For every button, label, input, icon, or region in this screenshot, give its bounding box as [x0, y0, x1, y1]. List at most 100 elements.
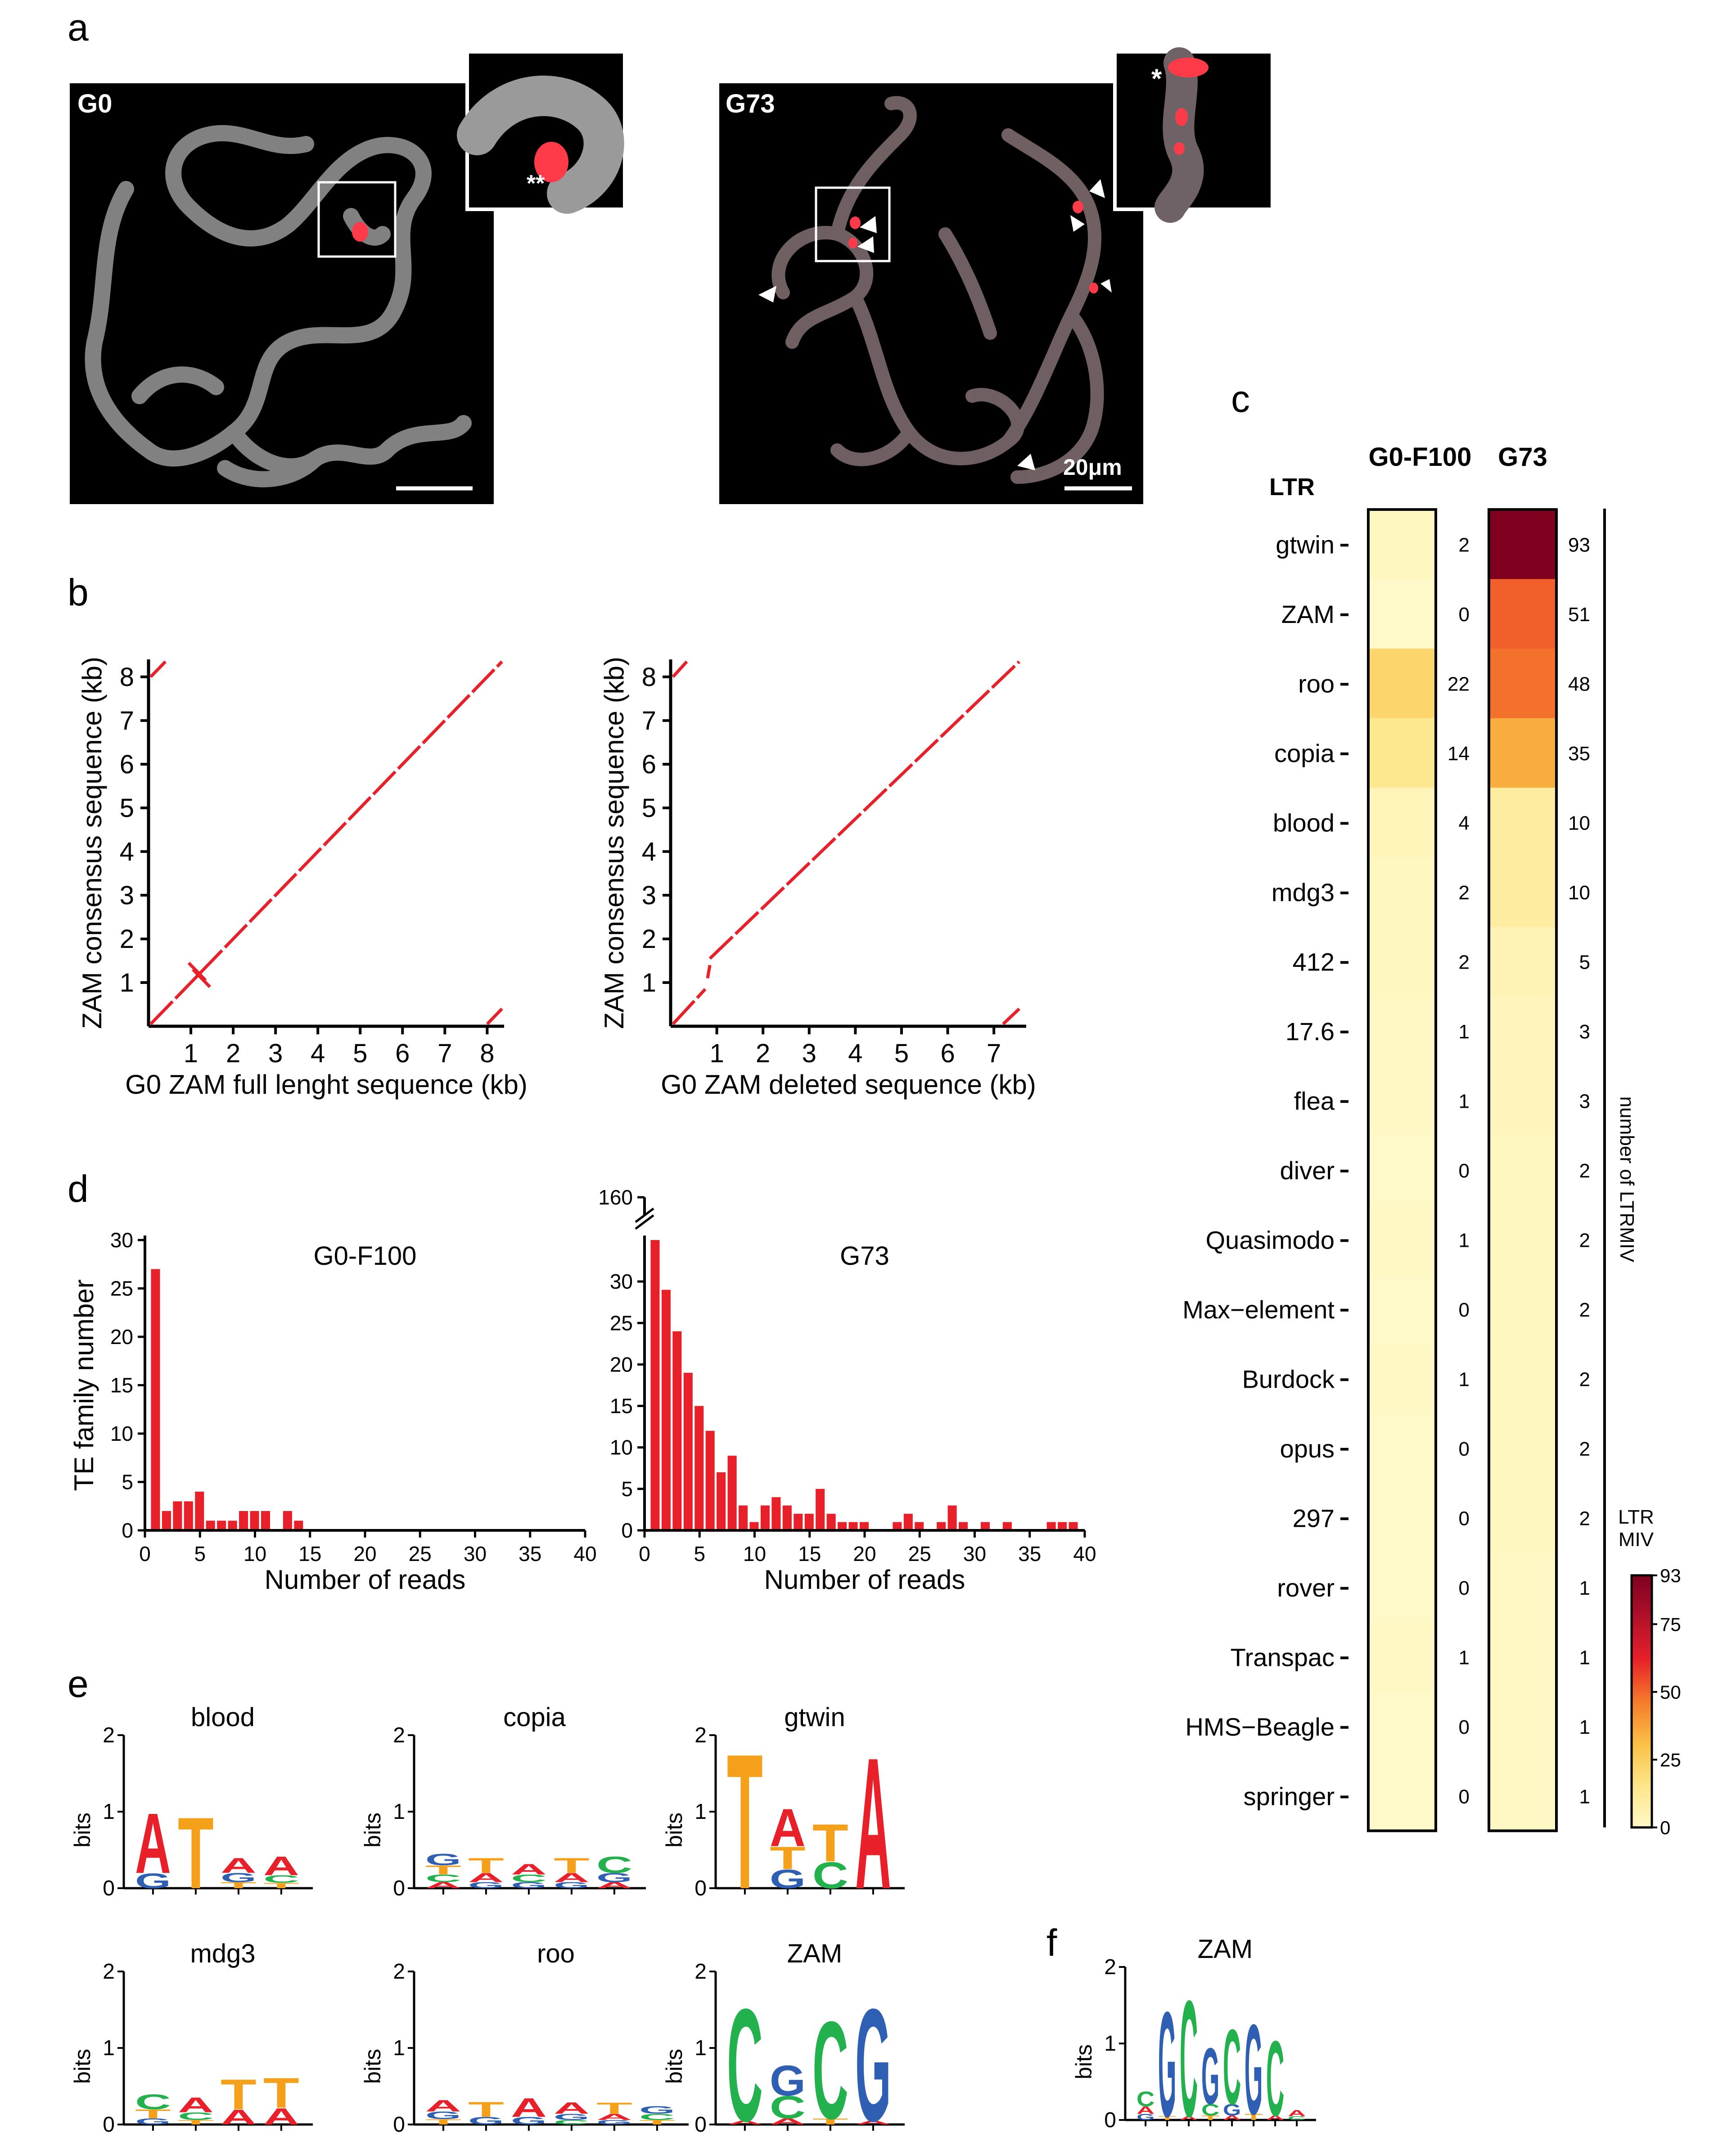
logo-letter-t: T	[221, 2070, 257, 2118]
axis-break-mark	[635, 1214, 654, 1230]
logo-letter-t: T	[263, 1881, 299, 1890]
cell-value: 2	[1459, 534, 1470, 556]
x-tick-label: 10	[743, 1542, 766, 1565]
logo-letter-g: G	[1201, 2032, 1219, 2122]
cell-value: 0	[1459, 1507, 1470, 1529]
x-tick-label: 3	[268, 1039, 283, 1068]
histogram-bar	[151, 1269, 160, 1530]
logo-letter-t: T	[1158, 2115, 1177, 2121]
histogram-bar	[683, 1372, 693, 1530]
x-tick-label: 10	[243, 1542, 266, 1565]
cell-value: 0	[1459, 604, 1470, 626]
row-label: roo	[1298, 669, 1335, 698]
row-label: HMS−Beagle	[1185, 1713, 1335, 1741]
histogram-bar	[771, 1497, 781, 1530]
alignment-segment	[708, 660, 1021, 960]
histogram-bar	[980, 1522, 990, 1530]
logo-letter-g: G	[1245, 1998, 1263, 2141]
inset-g0-marker: **	[527, 171, 545, 197]
row-label: Burdock	[1242, 1365, 1335, 1393]
y-tick-label: 2	[120, 925, 134, 954]
cell-value: 2	[1579, 1160, 1590, 1182]
x-tick-label: 15	[798, 1542, 821, 1565]
logo-letter-a: A	[263, 2104, 299, 2130]
label-g73: G73	[726, 89, 775, 118]
cell-value: 0	[1459, 1438, 1470, 1460]
heatmap-cell	[1368, 510, 1436, 580]
scale-text-g73: 20μm	[1063, 455, 1122, 480]
x-tick-label: 3	[802, 1039, 816, 1068]
alignment-segment	[486, 1007, 503, 1025]
histogram-bar	[760, 1505, 770, 1530]
logo-letter-c: C	[1288, 2115, 1306, 2121]
chart-title: G73	[840, 1241, 889, 1271]
histogram-bar	[294, 1520, 303, 1530]
cell-value: 2	[1579, 1507, 1590, 1529]
heatmap-cell	[1489, 1483, 1556, 1553]
column-border	[1488, 508, 1558, 1832]
histogram-bar	[838, 1522, 847, 1530]
inset-g73-marker: *	[1151, 63, 1162, 94]
x-tick-label: 15	[298, 1542, 321, 1565]
y-tick-label: 4	[642, 837, 656, 866]
histogram-bar	[1069, 1522, 1078, 1530]
y-tick-label: 10	[110, 1422, 133, 1445]
cell-value: 0	[1459, 1160, 1470, 1182]
row-header: LTR	[1269, 474, 1315, 501]
cell-value: 1	[1459, 1090, 1470, 1112]
x-tick-label: 2	[226, 1039, 240, 1068]
heatmap-cell	[1368, 1761, 1436, 1831]
histogram-bar	[859, 1522, 869, 1530]
logo-letter-a: A	[554, 2099, 590, 2117]
heatmap-cell	[1368, 1274, 1436, 1344]
logo-y-tick-label: 1	[1104, 2032, 1116, 2056]
logo-y-tick-label: 2	[103, 1723, 115, 1747]
x-tick-label: 5	[694, 1542, 705, 1565]
cell-value: 3	[1579, 1090, 1590, 1112]
y-tick-label: 10	[610, 1436, 633, 1459]
y-tick-label: 6	[642, 750, 656, 779]
x-tick-label: 6	[940, 1039, 955, 1068]
cell-value: 10	[1568, 812, 1590, 834]
logo-letter-c: C	[596, 1852, 632, 1878]
row-label: blood	[1273, 808, 1335, 837]
heatmap-cell	[1368, 649, 1436, 719]
cell-value: 1	[1579, 1577, 1590, 1599]
cell-value: 2	[1459, 882, 1470, 904]
cell-value: 3	[1579, 1021, 1590, 1043]
histogram-bar	[228, 1520, 237, 1530]
histogram-bar	[705, 1430, 715, 1530]
heatmap-cell	[1489, 857, 1556, 927]
cell-value: 22	[1447, 673, 1470, 695]
x-tick-label: 30	[464, 1542, 487, 1565]
histogram-bar	[173, 1501, 182, 1530]
y-tick-label: 20	[110, 1325, 133, 1349]
logo-letter-g: G	[855, 1976, 891, 2155]
histogram-bar	[672, 1331, 682, 1530]
logo-letter-c: C	[178, 2111, 214, 2123]
x-tick-label: 20	[353, 1542, 376, 1565]
panel-label-c: c	[1231, 378, 1250, 420]
logo-letter-g: G	[425, 1851, 461, 1869]
cell-value: 5	[1579, 951, 1590, 973]
histogram-bar	[162, 1511, 171, 1530]
logo-letter-t: T	[770, 1840, 806, 1876]
row-label: opus	[1280, 1434, 1335, 1463]
alignment-segment	[672, 660, 688, 678]
histogram-bar	[1046, 1522, 1056, 1530]
row-label: mdg3	[1272, 878, 1335, 907]
micrograph-g73-bg	[719, 83, 1143, 504]
histogram-bar	[261, 1511, 270, 1530]
y-axis-title: ZAM consensus sequence (kb)	[77, 657, 107, 1029]
heatmap-cell	[1489, 1552, 1556, 1623]
y-tick-label: 20	[610, 1353, 633, 1376]
histogram-g73: 0 5 10 15 20 25 30 35 40 0 5 10 15 20 25 30 160 Number of…	[598, 1186, 1096, 1595]
histogram-bar	[217, 1520, 226, 1530]
logo-y-tick-label: 2	[103, 1960, 115, 1984]
zoom-box-g73	[815, 186, 891, 262]
colorbar-tick-label: 0	[1660, 1817, 1670, 1838]
